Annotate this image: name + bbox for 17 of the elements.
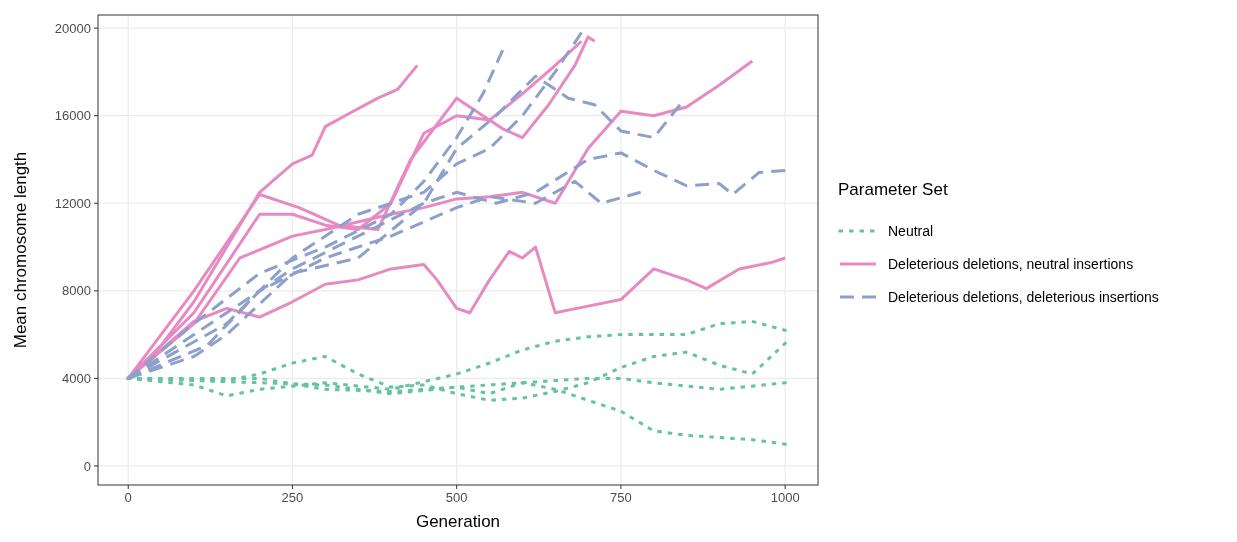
y-tick-label: 12000 bbox=[54, 195, 91, 211]
x-tick-label: 1000 bbox=[770, 490, 800, 505]
y-tick-label: 4000 bbox=[62, 370, 91, 386]
y-tick-label: 8000 bbox=[62, 283, 91, 299]
x-axis-title: Generation bbox=[415, 512, 501, 531]
y-tick-label: 0 bbox=[83, 458, 91, 474]
x-tick-label: 500 bbox=[445, 490, 468, 505]
legend-label: Neutral bbox=[888, 222, 934, 239]
legend-label: Deleterious deletions, deleterious insertions bbox=[888, 288, 1159, 305]
legend-title: Parameter Set bbox=[838, 180, 948, 199]
y-axis-title: Mean chromosome length bbox=[11, 151, 30, 349]
y-tick-label: 16000 bbox=[54, 108, 91, 124]
y-tick-label: 20000 bbox=[54, 20, 91, 36]
x-tick-label: 750 bbox=[610, 490, 632, 505]
x-tick-label: 0 bbox=[124, 490, 132, 505]
legend-label: Deleterious deletions, neutral insertions bbox=[888, 255, 1134, 272]
x-tick-label: 250 bbox=[281, 490, 304, 505]
